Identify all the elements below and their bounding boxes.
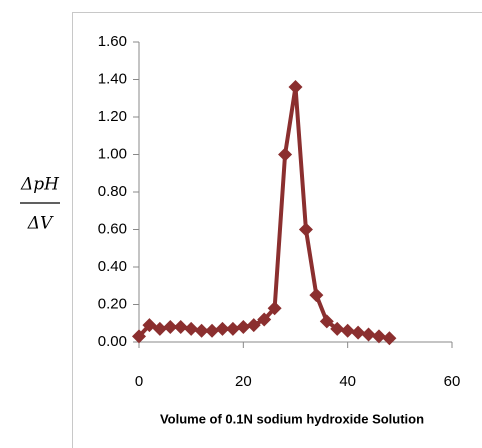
y-tick-label: 0.80 bbox=[98, 183, 127, 200]
data-marker bbox=[152, 321, 167, 336]
data-marker bbox=[184, 321, 199, 336]
data-marker bbox=[246, 318, 261, 333]
data-marker bbox=[319, 314, 334, 329]
data-marker bbox=[173, 320, 188, 334]
data-line bbox=[137, 85, 390, 341]
chart-frame bbox=[72, 12, 482, 448]
data-marker bbox=[225, 321, 240, 336]
data-marker bbox=[330, 321, 345, 336]
data-marker bbox=[163, 320, 178, 334]
data-marker bbox=[132, 329, 146, 344]
data-marker bbox=[215, 321, 230, 336]
x-tick-label: 20 bbox=[235, 373, 252, 390]
data-marker bbox=[142, 318, 157, 333]
y-tick-label: 1.20 bbox=[98, 108, 127, 125]
y-tick-label: 0.60 bbox=[98, 220, 127, 237]
x-tick-label: 40 bbox=[339, 373, 356, 390]
y-label-denominator: ΔV bbox=[27, 214, 54, 234]
data-marker bbox=[257, 312, 272, 327]
y-label-numerator: ΔpH bbox=[20, 175, 60, 195]
y-tick-label: 1.60 bbox=[98, 33, 127, 50]
data-marker bbox=[205, 323, 220, 338]
y-tick-label: 0.20 bbox=[98, 295, 127, 312]
x-axis-label: Volume of 0.1N sodium hydroxide Solution bbox=[160, 411, 424, 426]
y-tick-label: 1.40 bbox=[98, 70, 127, 87]
data-marker bbox=[267, 301, 282, 316]
data-marker bbox=[288, 80, 303, 94]
y-tick-label: 0.00 bbox=[98, 333, 127, 350]
data-marker bbox=[194, 323, 209, 338]
data-marker bbox=[361, 327, 376, 342]
data-marker bbox=[298, 222, 313, 237]
data-marker bbox=[351, 325, 366, 340]
data-marker bbox=[236, 320, 251, 334]
data-marker bbox=[309, 288, 324, 303]
data-marker bbox=[382, 331, 397, 346]
x-tick-label: 60 bbox=[444, 373, 461, 390]
data-marker bbox=[340, 323, 355, 338]
y-tick-label: 1.00 bbox=[98, 145, 127, 162]
x-tick-label: 0 bbox=[135, 373, 143, 390]
data-marker bbox=[278, 147, 293, 162]
y-tick-label: 0.40 bbox=[98, 258, 127, 275]
data-marker bbox=[371, 329, 386, 344]
